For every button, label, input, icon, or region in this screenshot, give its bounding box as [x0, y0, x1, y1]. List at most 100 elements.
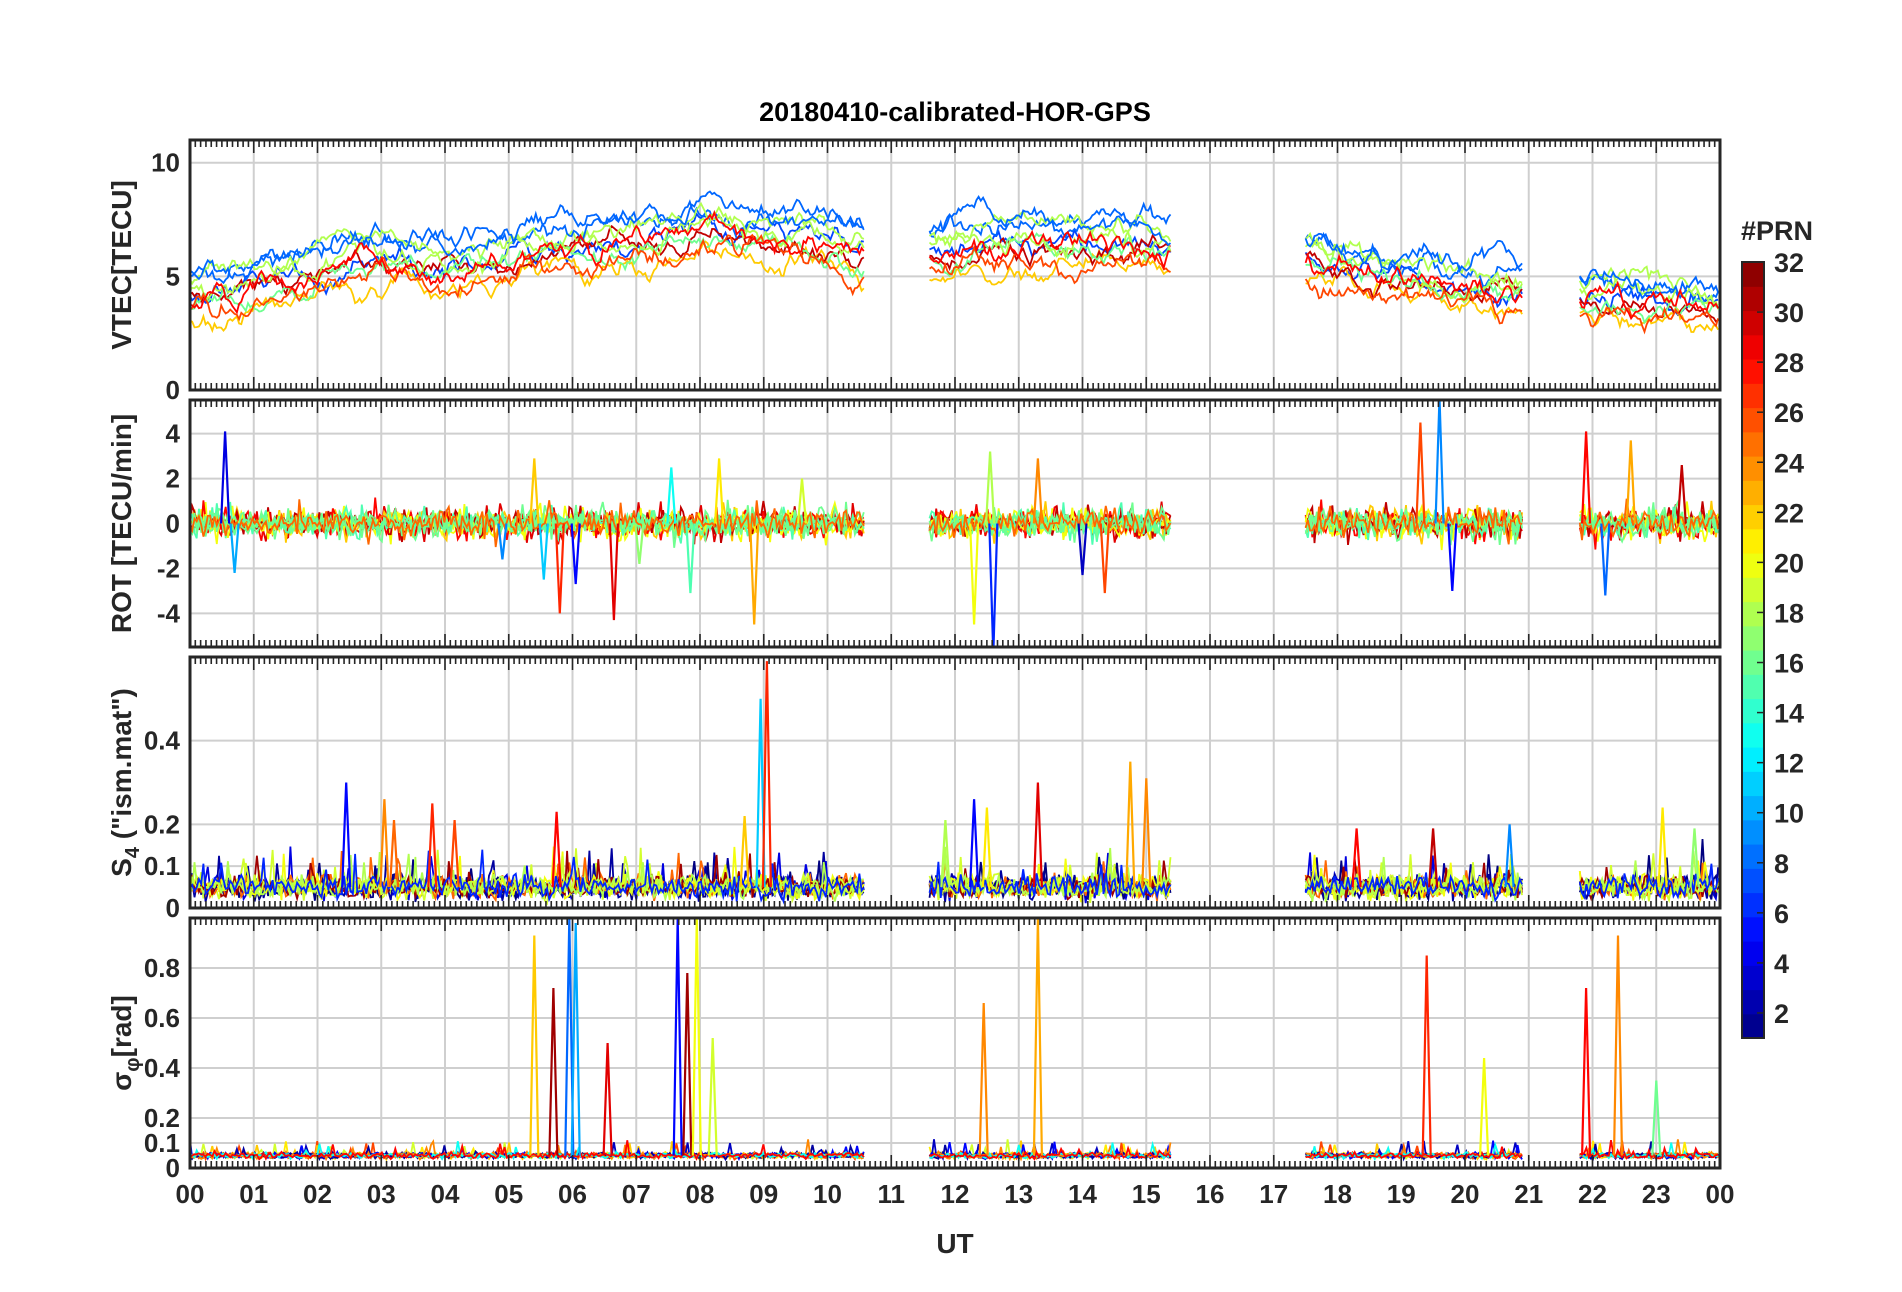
spike-mark: [1077, 523, 1088, 576]
spike-mark: [1676, 465, 1687, 524]
colorbar-swatch: [1742, 286, 1764, 312]
colorbar-tick-label: 18: [1774, 598, 1804, 628]
x-tick-label: 13: [1004, 1179, 1033, 1209]
colorbar-swatch: [1742, 407, 1764, 433]
y-tick-label: 0.4: [144, 1053, 181, 1083]
colorbar-swatch: [1742, 795, 1764, 821]
prn-series-line: [190, 190, 1719, 300]
x-tick-label: 04: [431, 1179, 460, 1209]
y-tick-label: -4: [157, 598, 181, 628]
colorbar-swatch: [1742, 771, 1764, 797]
x-tick-label: 09: [749, 1179, 778, 1209]
prn-series-line: [190, 1139, 1719, 1161]
colorbar-tick-label: 22: [1774, 498, 1804, 528]
prn-series-line: [190, 230, 1719, 325]
colorbar-swatch: [1742, 747, 1764, 772]
y-tick-label: 0: [166, 893, 180, 923]
spike-mark: [796, 478, 808, 524]
colorbar-tick-label: 2: [1774, 999, 1789, 1029]
colorbar-swatch: [1742, 674, 1764, 700]
colorbar-tick-label: 28: [1774, 348, 1804, 378]
colorbar-swatch: [1742, 965, 1764, 991]
spike-mark: [1504, 824, 1515, 888]
spike-mark: [969, 799, 980, 888]
x-tick-label: 16: [1196, 1179, 1225, 1209]
spike-mark: [554, 523, 565, 614]
prn-series-line: [190, 233, 1719, 335]
panel-s4: 0 0.1 0.2 0.4S4 ("ism.mat"): [106, 655, 1722, 923]
y-tick-label: 0.8: [144, 953, 180, 983]
spike-mark: [1141, 778, 1152, 888]
spike-mark: [602, 1042, 613, 1156]
colorbar-swatch: [1742, 480, 1764, 506]
colorbar-swatch: [1742, 577, 1764, 603]
y-tick-label: 5: [166, 261, 180, 291]
colorbar-tick-label: 32: [1774, 248, 1804, 278]
spike-mark: [988, 523, 999, 647]
y-tick-label: 0.1: [144, 851, 180, 881]
spike-mark: [1032, 782, 1043, 888]
panel-sigphi: 00.10.2 0.4 0.6 0.8σφ[rad] 00 01 02 03 04 05 06 07 0…: [106, 916, 1734, 1209]
y-tick-label: 0.4: [144, 726, 181, 756]
x-tick-label: 21: [1514, 1179, 1543, 1209]
colorbar-swatch: [1742, 528, 1764, 554]
x-tick-label: 20: [1451, 1179, 1480, 1209]
colorbar-tick-label: 14: [1774, 699, 1804, 729]
spike-mark: [1479, 1057, 1490, 1156]
series-lines: [190, 661, 1719, 906]
spike-mark: [978, 1002, 989, 1156]
x-tick-label: 14: [1068, 1179, 1097, 1209]
spike-mark: [761, 661, 772, 888]
y-tick-label: 0.2: [144, 809, 180, 839]
x-tick-label: 15: [1132, 1179, 1161, 1209]
colorbar-swatch: [1742, 504, 1764, 530]
colorbar-swatch: [1742, 601, 1764, 627]
colorbar-swatch: [1742, 892, 1764, 918]
y-tick-label: 0: [166, 375, 180, 405]
colorbar-tick-label: 12: [1774, 749, 1804, 779]
spike-mark: [1447, 523, 1458, 591]
x-tick-label: 17: [1259, 1179, 1288, 1209]
spike-mark: [1032, 458, 1043, 524]
spike-mark: [1581, 431, 1592, 524]
colorbar-swatch: [1742, 1013, 1764, 1039]
spike-mark: [985, 451, 996, 524]
spike-mark: [682, 972, 693, 1156]
prn-series-line: [190, 501, 1719, 548]
x-tick-label: 23: [1642, 1179, 1671, 1209]
spike-mark: [388, 820, 400, 888]
colorbar-swatch: [1742, 262, 1764, 287]
spike-mark: [981, 807, 992, 888]
panel-rot: -4 -2 0 2 4 ROT [TECU/min]: [106, 398, 1722, 649]
x-tick-label: 10: [813, 1179, 842, 1209]
x-tick-label: 22: [1578, 1179, 1607, 1209]
spike-mark: [685, 523, 696, 594]
spike-mark: [229, 523, 240, 573]
prn-series-line: [190, 849, 1719, 905]
colorbar-tick-label: 20: [1774, 548, 1804, 578]
spike-mark: [634, 523, 645, 565]
colorbar-swatch: [1742, 989, 1764, 1015]
spike-mark: [666, 467, 677, 524]
colorbar-tick-label: 10: [1774, 799, 1804, 829]
prn-series-line: [190, 205, 1719, 310]
spike-mark: [529, 935, 540, 1156]
y-tick-label: 0.1: [144, 1128, 180, 1158]
spike-mark: [570, 922, 581, 1156]
spike-mark: [1612, 935, 1624, 1156]
y-tick-label: 0.2: [144, 1103, 180, 1133]
colorbar-swatch: [1742, 383, 1764, 409]
colorbar-swatch: [1742, 819, 1764, 845]
x-axis-label: UT: [936, 1228, 973, 1259]
x-tick-label: 01: [239, 1179, 268, 1209]
spike-mark: [672, 918, 683, 1156]
spike-mark: [341, 782, 352, 888]
colorbar-swatch: [1742, 359, 1764, 384]
x-tick-label: 11: [878, 1179, 906, 1209]
spike-mark: [1434, 400, 1445, 524]
prn-series-line: [190, 846, 1719, 903]
spike-mark: [1428, 828, 1439, 888]
x-tick-label: 07: [622, 1179, 651, 1209]
